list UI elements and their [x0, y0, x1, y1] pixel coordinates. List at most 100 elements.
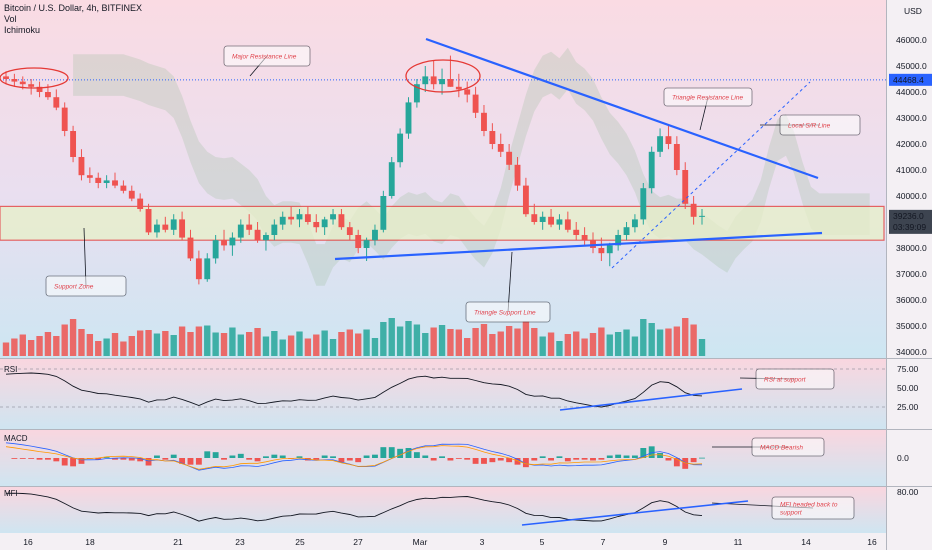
price-tick-label: 37000.0 — [896, 269, 927, 279]
macd-histogram-bar — [380, 447, 387, 458]
candle-body — [154, 224, 160, 233]
volume-bar — [573, 331, 580, 356]
note-local-sr: Local S/R Line — [760, 114, 861, 136]
price-tick-label: 34000.0 — [896, 347, 927, 357]
candle-body — [514, 164, 521, 186]
candle-body — [170, 219, 177, 230]
candle-body — [631, 219, 638, 228]
candle-body — [548, 216, 554, 225]
candle-body — [70, 131, 77, 157]
macd-histogram-bar — [53, 458, 60, 462]
volume-bar — [564, 334, 572, 356]
volume-bar — [581, 338, 588, 356]
callout-box — [465, 301, 551, 323]
candle-body — [640, 188, 647, 220]
volume-bar — [27, 340, 35, 356]
volume-bar — [229, 327, 236, 356]
price-axis-bg — [886, 0, 932, 550]
candle-body — [455, 86, 462, 90]
callout-text: MACD Bearish — [760, 445, 803, 452]
support-zone-box — [0, 205, 885, 241]
macd-histogram-bar — [472, 458, 479, 464]
macd-histogram-bar — [531, 458, 538, 461]
volume-bar — [522, 321, 530, 356]
candle-body — [598, 248, 605, 254]
macd-histogram-bar — [355, 458, 362, 463]
volume-bar — [673, 326, 681, 356]
volume-bar — [153, 333, 161, 356]
macd-histogram-bar — [430, 458, 437, 461]
candle-body — [606, 245, 613, 254]
macd-histogram-bar — [36, 458, 43, 460]
macd-histogram-bar — [631, 455, 638, 458]
triangle-support-line — [334, 231, 823, 261]
macd-histogram-bar — [372, 454, 378, 458]
volume-bar — [556, 341, 563, 356]
price-tick-label: 41000.0 — [896, 165, 927, 175]
volume-bar — [614, 332, 622, 356]
macd-histogram-bar — [229, 455, 236, 458]
volume-bar — [69, 319, 77, 356]
last-price-tag — [889, 209, 932, 234]
candle-body — [397, 133, 404, 163]
rsi-pane-bg — [0, 359, 886, 429]
time-tick-label: 3 — [480, 537, 485, 547]
candle-body — [137, 198, 144, 209]
candle-body — [623, 227, 630, 235]
time-tick-label: 27 — [353, 537, 363, 547]
time-tick-label: 23 — [235, 537, 245, 547]
candle-body — [657, 136, 664, 152]
macd-histogram-bar — [145, 458, 152, 466]
macd-histogram-bar — [154, 455, 160, 458]
macd-histogram-bar — [271, 454, 278, 458]
volume-bar — [53, 336, 60, 356]
candle-body — [28, 84, 35, 87]
volume-bar — [355, 333, 362, 356]
candle-body — [673, 144, 680, 170]
candle-body — [128, 190, 135, 199]
volume-bar — [547, 332, 555, 356]
rsi-line — [5, 372, 703, 408]
volume-bar — [497, 331, 504, 356]
candle-body — [573, 229, 580, 235]
candle-body — [506, 151, 513, 165]
volume-bar — [313, 334, 320, 356]
volume-bar — [237, 334, 244, 356]
candle-body — [86, 175, 93, 178]
volume-bar — [690, 324, 697, 356]
callout-box — [779, 114, 861, 136]
candle-body — [489, 131, 496, 144]
ichimoku-legend[interactable]: Ichimoku — [4, 25, 41, 35]
volume-bar — [187, 332, 194, 356]
callout-text: Major Resistance Line — [232, 54, 297, 61]
macd-histogram-bar — [464, 458, 471, 460]
macd-histogram-bar — [699, 457, 705, 459]
vol-legend[interactable]: Vol — [4, 14, 17, 24]
candle-body — [212, 240, 219, 259]
rsi-tick-label: 25.00 — [897, 402, 919, 412]
macd-histogram-bar — [405, 448, 412, 458]
volume-bar — [480, 324, 488, 356]
pane-label-rsi: RSI — [4, 365, 17, 374]
macd-histogram-bar — [61, 458, 68, 466]
candle-body — [19, 81, 26, 85]
candle-body — [497, 144, 504, 152]
macd-histogram-bar — [112, 458, 118, 460]
macd-histogram-bar — [673, 458, 680, 467]
macd-histogram-bar — [447, 458, 454, 461]
resistance-price-text: 44468.4 — [893, 75, 924, 85]
volume-bar — [656, 329, 664, 356]
candle-body — [237, 224, 244, 238]
volume-bar — [531, 328, 538, 356]
volume-bar — [472, 328, 479, 356]
callout-box — [663, 87, 753, 107]
macd-histogram-bar — [581, 458, 588, 460]
macd-histogram-bar — [397, 448, 404, 458]
volume-bar — [682, 318, 689, 356]
time-axis: 16 18 21 23 25 27 Mar 3 5 7 9 11 14 16 — [23, 537, 877, 547]
volume-bar — [606, 334, 613, 356]
macd-histogram-bar — [556, 456, 563, 458]
callout-box — [223, 45, 311, 67]
volume-bar — [279, 339, 286, 356]
